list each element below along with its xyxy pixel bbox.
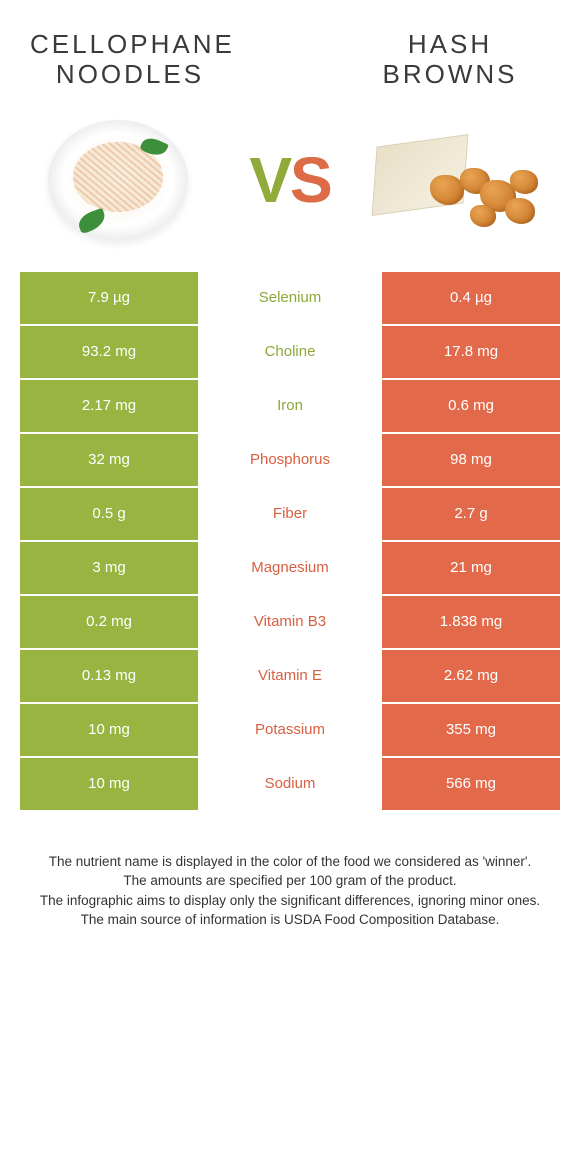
- left-value: 93.2 mg: [20, 326, 200, 378]
- right-value: 0.6 mg: [380, 380, 560, 432]
- footnote-line: The infographic aims to display only the…: [30, 891, 550, 911]
- left-value: 7.9 µg: [20, 272, 200, 324]
- table-row: 0.2 mgVitamin B31.838 mg: [20, 596, 560, 650]
- table-row: 2.17 mgIron0.6 mg: [20, 380, 560, 434]
- left-value: 3 mg: [20, 542, 200, 594]
- left-value: 2.17 mg: [20, 380, 200, 432]
- right-value: 98 mg: [380, 434, 560, 486]
- nutrient-name: Iron: [200, 380, 380, 432]
- table-row: 3 mgMagnesium21 mg: [20, 542, 560, 596]
- comparison-table: 7.9 µgSelenium0.4 µg93.2 mgCholine17.8 m…: [20, 270, 560, 812]
- right-value: 355 mg: [380, 704, 560, 756]
- table-row: 93.2 mgCholine17.8 mg: [20, 326, 560, 380]
- table-row: 0.5 gFiber2.7 g: [20, 488, 560, 542]
- nutrient-name: Phosphorus: [200, 434, 380, 486]
- left-value: 10 mg: [20, 704, 200, 756]
- left-value: 0.2 mg: [20, 596, 200, 648]
- right-value: 2.7 g: [380, 488, 560, 540]
- footnote-line: The main source of information is USDA F…: [30, 910, 550, 930]
- left-value: 0.5 g: [20, 488, 200, 540]
- images-row: VS: [0, 100, 580, 270]
- footnote-line: The amounts are specified per 100 gram o…: [30, 871, 550, 891]
- left-value: 0.13 mg: [20, 650, 200, 702]
- table-row: 7.9 µgSelenium0.4 µg: [20, 272, 560, 326]
- table-row: 10 mgSodium566 mg: [20, 758, 560, 812]
- left-value: 10 mg: [20, 758, 200, 810]
- right-value: 21 mg: [380, 542, 560, 594]
- nutrient-name: Fiber: [200, 488, 380, 540]
- table-row: 32 mgPhosphorus98 mg: [20, 434, 560, 488]
- nutrient-name: Magnesium: [200, 542, 380, 594]
- left-value: 32 mg: [20, 434, 200, 486]
- nutrient-name: Selenium: [200, 272, 380, 324]
- table-row: 0.13 mgVitamin E2.62 mg: [20, 650, 560, 704]
- nutrient-name: Potassium: [200, 704, 380, 756]
- nutrient-name: Vitamin E: [200, 650, 380, 702]
- vs-label: VS: [249, 143, 330, 217]
- table-row: 10 mgPotassium355 mg: [20, 704, 560, 758]
- food-left-title: Cellophane noodles: [30, 30, 230, 90]
- nutrient-name: Vitamin B3: [200, 596, 380, 648]
- header: Cellophane noodles Hash browns: [0, 0, 580, 100]
- right-value: 566 mg: [380, 758, 560, 810]
- right-value: 17.8 mg: [380, 326, 560, 378]
- footnote-line: The nutrient name is displayed in the co…: [30, 852, 550, 872]
- food-right-title: Hash browns: [350, 30, 550, 90]
- right-value: 2.62 mg: [380, 650, 560, 702]
- food-right-image: [375, 120, 550, 240]
- nutrient-name: Sodium: [200, 758, 380, 810]
- right-value: 0.4 µg: [380, 272, 560, 324]
- footnotes: The nutrient name is displayed in the co…: [0, 812, 580, 930]
- right-value: 1.838 mg: [380, 596, 560, 648]
- food-left-image: [30, 120, 205, 240]
- nutrient-name: Choline: [200, 326, 380, 378]
